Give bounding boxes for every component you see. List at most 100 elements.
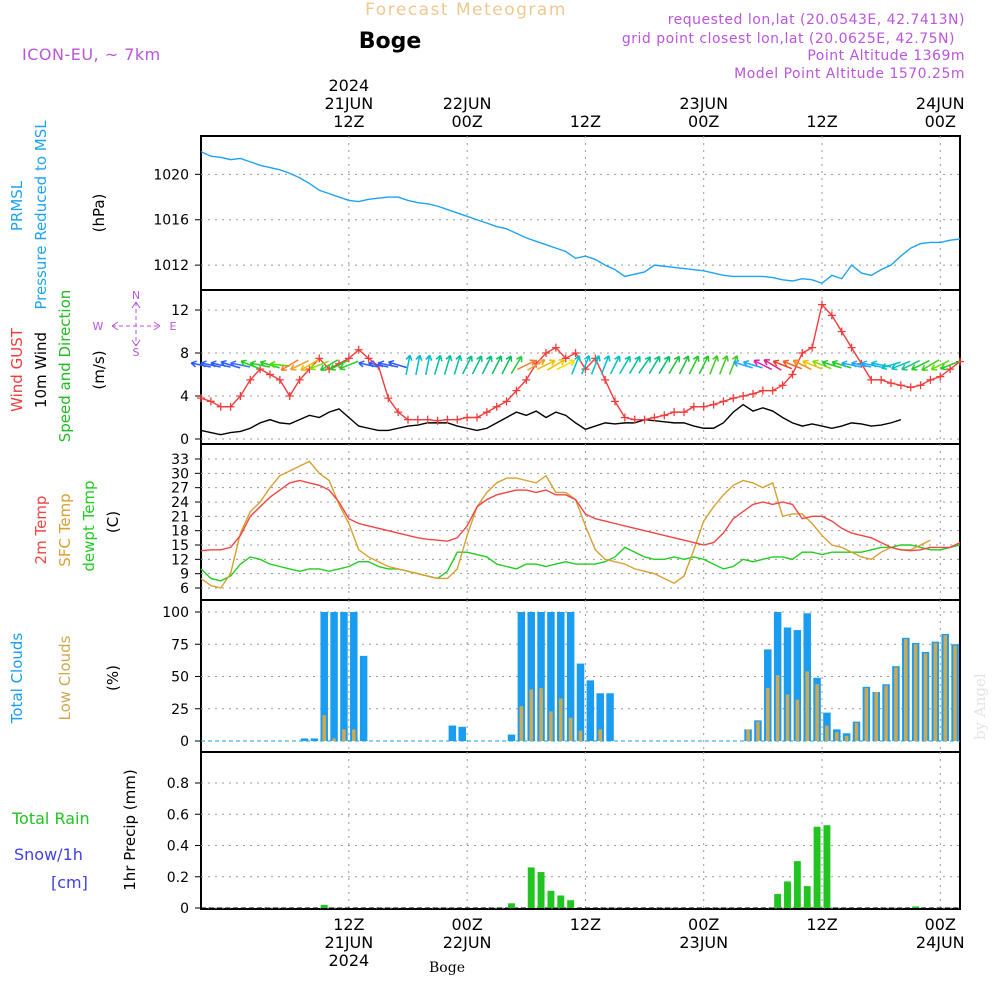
wind-direction-arrow	[415, 354, 423, 375]
low-cloud-bar	[549, 711, 553, 741]
wind-direction-arrow	[443, 354, 453, 375]
gust-marker	[443, 415, 452, 424]
wind-direction-arrow	[860, 360, 882, 368]
wind-direction-arrow	[280, 359, 299, 371]
tick-label: 0	[180, 432, 189, 448]
low-cloud-bar	[568, 717, 573, 741]
gust-marker	[473, 413, 481, 422]
wind-direction-arrow	[658, 355, 671, 374]
top-time-label: 21JUN	[324, 94, 373, 113]
total-cloud-bar	[537, 612, 545, 741]
model-name: ICON-EU, ~ 7km	[22, 45, 161, 64]
compass-s: S	[133, 346, 140, 359]
wind-direction-arrow	[425, 354, 433, 375]
rain-bar	[508, 903, 515, 908]
top-time-label: 23JUN	[679, 94, 728, 113]
tick-label: 1016	[153, 213, 189, 229]
gust-marker	[512, 386, 521, 395]
wind-direction-arrow	[338, 360, 359, 371]
wind-direction-arrow	[688, 355, 700, 375]
wind-direction-arrow	[220, 359, 241, 369]
total-cloud-bar	[507, 734, 516, 741]
gust-marker	[522, 375, 531, 384]
total-cloud-bar	[557, 612, 565, 741]
tick-label: 1012	[153, 258, 189, 274]
gust-marker	[768, 386, 777, 395]
wind-direction-arrow	[230, 360, 251, 368]
top-time-label: 00Z	[925, 112, 956, 131]
total-cloud-bar	[359, 655, 368, 741]
panel-label: Total Clouds	[8, 633, 26, 725]
tick-label: 0	[180, 734, 189, 750]
wind-direction-arrow	[841, 360, 862, 368]
gust-marker	[739, 392, 748, 400]
total-cloud-bar	[547, 612, 555, 741]
tick-label: 24	[171, 495, 189, 511]
gust-marker	[364, 354, 373, 363]
wind-direction-arrow	[517, 359, 536, 371]
watermark: by Angel	[971, 673, 989, 740]
point-altitude: Point Altitude 1369m	[807, 48, 965, 64]
gust-marker	[206, 397, 215, 406]
gust-marker	[630, 415, 639, 424]
rain-bar	[320, 904, 328, 908]
panel-label: Wind GUST	[8, 327, 26, 412]
panel-label: Speed and Direction	[56, 290, 74, 443]
model-point-altitude: Model Point Altitude 1570.25m	[734, 66, 965, 82]
wind-direction-arrow	[556, 359, 576, 371]
gust-marker	[571, 349, 580, 357]
gust-marker	[758, 386, 767, 395]
panel-label: dewpt Temp	[80, 480, 98, 571]
gust-marker	[808, 343, 817, 352]
tick-label: 0	[180, 901, 189, 917]
tick-label: 27	[171, 481, 189, 497]
tick-label: 6	[180, 581, 189, 597]
low-cloud-bar	[332, 738, 336, 741]
compass-icon: N W E S	[93, 289, 177, 359]
panel-label: PRMSL	[8, 180, 26, 231]
wind-direction-arrow	[453, 354, 463, 375]
gust-marker	[699, 402, 708, 411]
gust-marker	[689, 402, 698, 411]
tick-label: 18	[171, 524, 189, 540]
wind-direction-arrow	[910, 359, 930, 371]
dewpoint-line	[200, 544, 961, 582]
gust-marker	[266, 370, 274, 379]
gust-marker	[197, 394, 205, 403]
gust-marker	[453, 415, 462, 424]
wind-direction-arrow	[491, 355, 503, 375]
gust-marker	[926, 375, 935, 384]
bottom-time-label: 21JUN	[324, 933, 373, 952]
footer-location: Boge	[429, 960, 465, 976]
total-cloud-bar	[783, 627, 792, 741]
gust-marker	[502, 397, 511, 406]
gust-marker	[275, 375, 284, 384]
total-cloud-bar	[576, 663, 585, 741]
wind-direction-arrow	[733, 359, 753, 369]
tick-label: 75	[171, 637, 189, 653]
bottom-time-label: 00Z	[925, 915, 956, 934]
wind-speed-line	[200, 403, 902, 436]
tick-label: 50	[171, 670, 189, 686]
rain-bar	[823, 825, 831, 908]
rain-bar	[537, 872, 545, 908]
top-time-label: 24JUN	[916, 94, 965, 113]
tick-label: 0.2	[167, 870, 189, 886]
wind-direction-arrow	[772, 359, 793, 370]
gust-marker	[906, 383, 915, 392]
panel-label: SFC Temp	[56, 493, 74, 566]
tick-label: 4	[180, 389, 189, 405]
total-cloud-bar	[596, 693, 604, 741]
low-cloud-bar	[785, 694, 790, 741]
gust-marker	[827, 311, 836, 320]
bottom-time-label: 22JUN	[443, 933, 492, 952]
wind-direction-arrow	[546, 359, 566, 371]
wind-direction-arrow	[782, 359, 802, 370]
low-cloud-bar	[874, 691, 878, 741]
pressure-panel: 1012 1016 1020 PRMSL Pressure Reduced to MSL…	[8, 120, 961, 310]
rain-bar	[793, 861, 801, 908]
gust-marker	[285, 392, 294, 400]
tick-label: 0.8	[167, 776, 189, 792]
brand-title: Forecast Meteogram	[365, 0, 567, 20]
wind-direction-arrow	[527, 359, 546, 371]
